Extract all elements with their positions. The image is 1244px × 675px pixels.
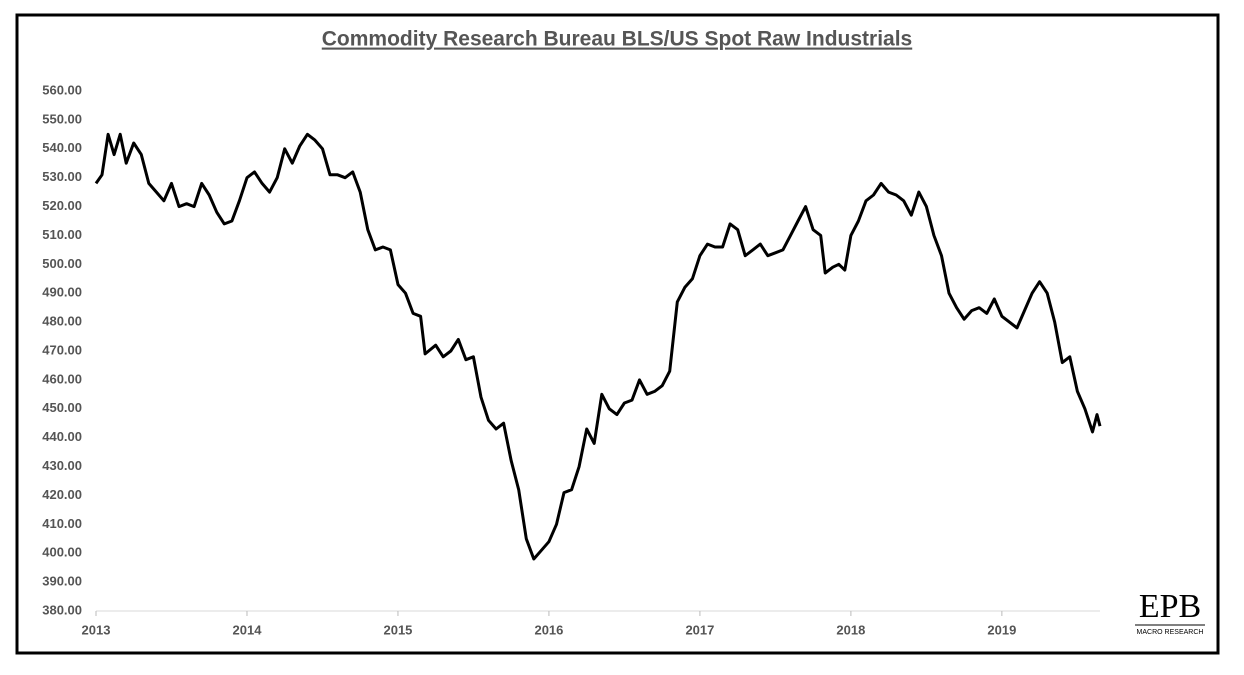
x-tick-label: 2014: [233, 622, 263, 637]
y-tick-label: 540.00: [42, 140, 82, 155]
x-tick-label: 2016: [534, 622, 563, 637]
x-tick-label: 2017: [685, 622, 714, 637]
y-tick-label: 530.00: [42, 169, 82, 184]
y-tick-label: 420.00: [42, 487, 82, 502]
y-tick-label: 500.00: [42, 256, 82, 271]
frame: [15, 13, 1220, 655]
y-tick-label: 510.00: [42, 227, 82, 242]
y-tick-label: 520.00: [42, 198, 82, 213]
logo-tagline: MACRO RESEARCH: [1137, 629, 1204, 636]
y-tick-label: 400.00: [42, 545, 82, 560]
y-tick-label: 440.00: [42, 429, 82, 444]
y-tick-label: 380.00: [42, 602, 82, 617]
y-tick-label: 460.00: [42, 371, 82, 386]
x-tick-label: 2015: [383, 622, 412, 637]
x-tick-label: 2018: [836, 622, 865, 637]
y-tick-label: 550.00: [42, 111, 82, 126]
x-tick-label: 2019: [987, 622, 1016, 637]
y-tick-label: 470.00: [42, 342, 82, 357]
chart-title: Commodity Research Bureau BLS/US Spot Ra…: [322, 28, 912, 51]
x-tick-label: 2013: [82, 622, 111, 637]
y-tick-label: 430.00: [42, 458, 82, 473]
y-tick-label: 410.00: [42, 516, 82, 531]
y-tick-label: 390.00: [42, 574, 82, 589]
y-tick-label: 560.00: [42, 82, 82, 97]
y-tick-label: 490.00: [42, 285, 82, 300]
line-series: [94, 132, 1102, 561]
y-tick-label: 450.00: [42, 400, 82, 415]
logo: EPB: [1139, 588, 1201, 625]
y-tick-label: 480.00: [42, 314, 82, 329]
